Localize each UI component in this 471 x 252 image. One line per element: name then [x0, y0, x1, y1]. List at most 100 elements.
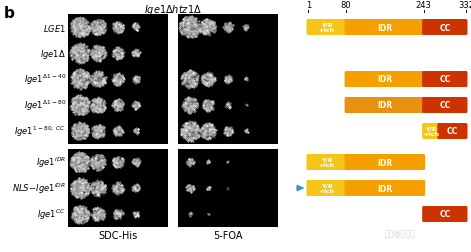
- Circle shape: [133, 159, 139, 166]
- Circle shape: [188, 212, 192, 216]
- Circle shape: [227, 162, 229, 163]
- Circle shape: [91, 155, 105, 169]
- Circle shape: [72, 45, 89, 62]
- Text: 1: 1: [306, 1, 311, 10]
- Text: $Ige1\Delta$: $Ige1\Delta$: [40, 47, 66, 60]
- Circle shape: [70, 178, 90, 198]
- Text: IDR: IDR: [377, 158, 392, 167]
- Circle shape: [244, 26, 248, 30]
- Circle shape: [90, 20, 106, 36]
- Circle shape: [133, 103, 138, 108]
- Circle shape: [207, 187, 209, 190]
- Text: 80: 80: [341, 1, 351, 10]
- Circle shape: [245, 130, 247, 133]
- Circle shape: [114, 159, 122, 166]
- Circle shape: [244, 78, 248, 82]
- Circle shape: [113, 127, 123, 137]
- Circle shape: [73, 124, 88, 139]
- Circle shape: [227, 161, 229, 163]
- Circle shape: [112, 100, 124, 112]
- Circle shape: [113, 157, 123, 167]
- Circle shape: [113, 75, 123, 85]
- Circle shape: [72, 97, 89, 114]
- Text: SDC-His: SDC-His: [98, 230, 138, 240]
- Circle shape: [180, 121, 200, 141]
- Circle shape: [182, 98, 198, 114]
- Circle shape: [244, 130, 248, 134]
- Circle shape: [186, 158, 194, 166]
- Circle shape: [113, 49, 123, 59]
- Circle shape: [181, 123, 198, 140]
- Text: 243: 243: [416, 1, 431, 10]
- Circle shape: [244, 130, 248, 133]
- Text: Y/R
-rich: Y/R -rich: [319, 157, 335, 168]
- Text: $LGE1$: $LGE1$: [43, 22, 66, 33]
- Circle shape: [70, 18, 90, 38]
- Circle shape: [203, 75, 212, 84]
- Circle shape: [70, 44, 90, 64]
- Circle shape: [74, 208, 86, 220]
- Circle shape: [133, 25, 138, 30]
- FancyBboxPatch shape: [307, 180, 348, 196]
- Circle shape: [181, 19, 199, 37]
- Text: $Ige1^{\Delta 1-40}$: $Ige1^{\Delta 1-40}$: [24, 73, 66, 87]
- Text: CC: CC: [439, 23, 450, 32]
- Text: Y/R
-rich: Y/R -rich: [319, 183, 335, 194]
- Circle shape: [73, 21, 87, 34]
- Text: Y/R
-rich: Y/R -rich: [423, 126, 439, 137]
- FancyBboxPatch shape: [422, 206, 468, 222]
- Circle shape: [133, 77, 138, 82]
- Circle shape: [226, 77, 231, 82]
- Circle shape: [72, 154, 89, 171]
- Circle shape: [114, 184, 122, 192]
- Circle shape: [207, 161, 209, 164]
- Circle shape: [114, 24, 122, 32]
- Circle shape: [70, 96, 90, 115]
- Circle shape: [227, 187, 229, 189]
- Circle shape: [206, 161, 210, 164]
- Circle shape: [133, 212, 138, 217]
- Circle shape: [185, 100, 195, 111]
- Circle shape: [132, 50, 140, 58]
- FancyBboxPatch shape: [422, 72, 468, 88]
- Circle shape: [113, 183, 123, 193]
- Circle shape: [114, 127, 122, 136]
- Circle shape: [90, 46, 106, 62]
- Circle shape: [132, 24, 140, 32]
- Text: CC: CC: [439, 101, 450, 110]
- Circle shape: [134, 130, 138, 133]
- Circle shape: [114, 102, 122, 109]
- Circle shape: [203, 126, 213, 137]
- FancyBboxPatch shape: [307, 20, 348, 36]
- Circle shape: [201, 21, 215, 35]
- Circle shape: [91, 207, 105, 221]
- Circle shape: [113, 209, 123, 219]
- Text: IDR: IDR: [377, 184, 392, 193]
- Circle shape: [223, 23, 233, 33]
- Text: $Ige1^{\Delta 1-80}$: $Ige1^{\Delta 1-80}$: [24, 99, 66, 113]
- Circle shape: [112, 156, 124, 168]
- Circle shape: [73, 207, 88, 222]
- Circle shape: [206, 186, 210, 190]
- Bar: [178, 15, 278, 144]
- Text: IDR: IDR: [377, 75, 392, 84]
- Circle shape: [133, 185, 139, 192]
- Text: CC: CC: [439, 75, 450, 84]
- Circle shape: [203, 23, 213, 33]
- Circle shape: [184, 74, 196, 85]
- Circle shape: [90, 72, 106, 88]
- Circle shape: [132, 102, 140, 110]
- Bar: [178, 149, 278, 227]
- Circle shape: [133, 129, 139, 135]
- Circle shape: [207, 213, 209, 215]
- Circle shape: [245, 105, 247, 106]
- Circle shape: [93, 75, 103, 85]
- Circle shape: [91, 47, 105, 60]
- Text: 知乎@王小二: 知乎@王小二: [385, 228, 415, 237]
- Bar: [68, 15, 168, 144]
- Circle shape: [202, 100, 214, 112]
- Circle shape: [71, 205, 89, 223]
- Circle shape: [72, 19, 89, 36]
- Circle shape: [112, 22, 124, 34]
- Circle shape: [187, 186, 193, 191]
